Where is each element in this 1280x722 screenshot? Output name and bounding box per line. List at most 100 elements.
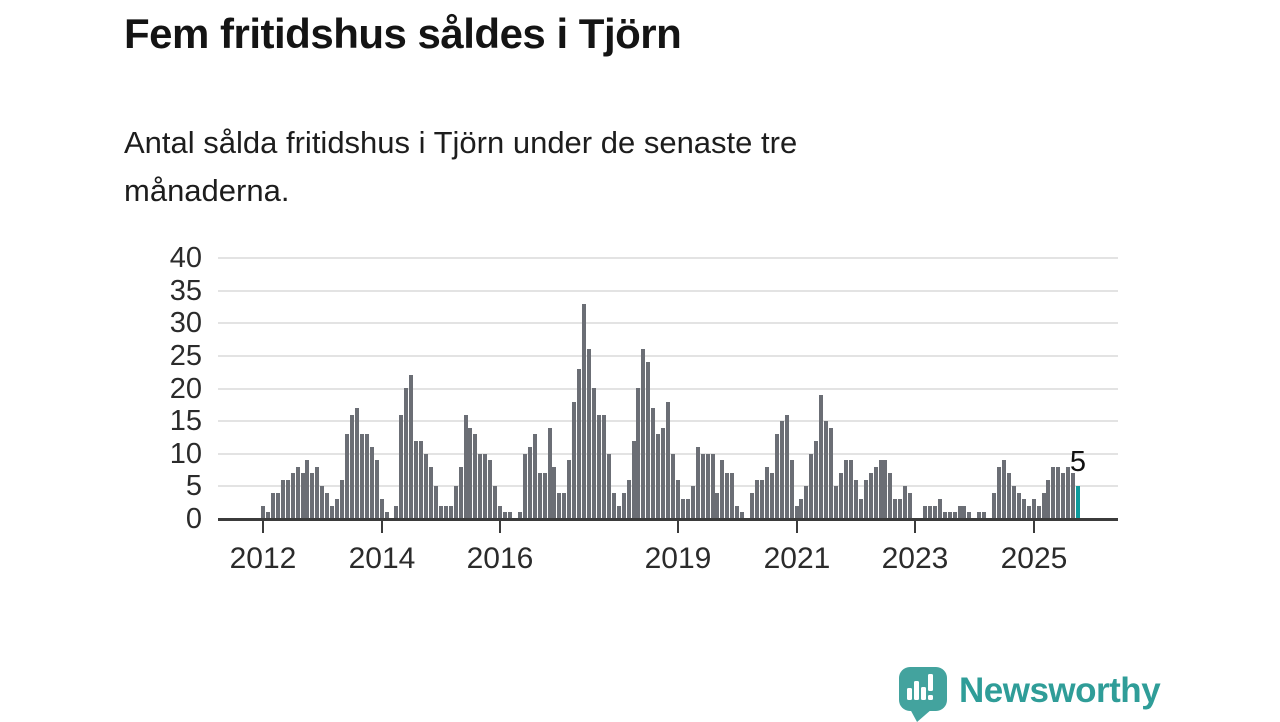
bar — [740, 512, 744, 519]
bar — [454, 486, 458, 519]
bar — [636, 388, 640, 519]
grid-line — [218, 355, 1118, 357]
x-axis-label: 2014 — [348, 542, 416, 575]
bar — [780, 421, 784, 519]
bar — [360, 434, 364, 519]
bar — [1027, 506, 1031, 519]
bar — [587, 349, 591, 519]
bar — [859, 499, 863, 519]
bar — [399, 415, 403, 519]
bar — [301, 473, 305, 519]
bar — [908, 493, 912, 519]
bar — [404, 388, 408, 519]
bar — [730, 473, 734, 519]
bar — [434, 486, 438, 519]
x-axis-label: 2023 — [881, 542, 949, 575]
bar — [325, 493, 329, 519]
y-axis-label: 40 — [169, 242, 202, 274]
bar — [577, 369, 581, 519]
bar — [750, 493, 754, 519]
bar — [493, 486, 497, 519]
bar — [1037, 506, 1041, 519]
bar — [725, 473, 729, 519]
bar — [286, 480, 290, 519]
bar — [992, 493, 996, 519]
bar — [523, 454, 527, 519]
bar — [982, 512, 986, 519]
bar — [464, 415, 468, 519]
bar — [760, 480, 764, 519]
bar — [385, 512, 389, 519]
bar — [567, 460, 571, 519]
mini-bar-1 — [907, 688, 912, 700]
y-axis-label: 20 — [169, 373, 202, 405]
bar — [676, 480, 680, 519]
bar — [715, 493, 719, 519]
exclamation-dot — [928, 695, 933, 700]
bar — [572, 402, 576, 519]
bar — [824, 421, 828, 519]
bar — [888, 473, 892, 519]
bar — [365, 434, 369, 519]
bar — [276, 493, 280, 519]
bar — [345, 434, 349, 519]
bar — [1046, 480, 1050, 519]
bar — [681, 499, 685, 519]
x-axis-label: 2019 — [644, 542, 712, 575]
bar — [804, 486, 808, 519]
last-value-label: 5 — [1069, 446, 1087, 478]
bar — [893, 499, 897, 519]
bar — [335, 499, 339, 519]
bar — [938, 499, 942, 519]
bar — [597, 415, 601, 519]
bar — [879, 460, 883, 519]
bar — [1061, 473, 1065, 519]
x-axis-tick — [796, 521, 798, 533]
bar — [958, 506, 962, 519]
bar — [473, 434, 477, 519]
bar — [1007, 473, 1011, 519]
bar — [765, 467, 769, 519]
bar — [770, 473, 774, 519]
bar — [720, 460, 724, 519]
bar — [1012, 486, 1016, 519]
y-axis-label: 15 — [169, 405, 202, 437]
bar — [849, 460, 853, 519]
x-axis-line — [218, 518, 1118, 521]
x-axis-tick — [677, 521, 679, 533]
speech-bubble-tail — [910, 709, 932, 722]
page-subtitle: Antal sålda fritidshus i Tjörn under de … — [124, 125, 798, 208]
newsworthy-chart-bubble-icon — [899, 665, 947, 722]
bar — [488, 460, 492, 519]
bar — [967, 512, 971, 519]
bar — [409, 375, 413, 519]
bar — [271, 493, 275, 519]
bar — [612, 493, 616, 519]
bar — [557, 493, 561, 519]
bar — [775, 434, 779, 519]
page-title: Fem fritidshus såldes i Tjörn — [124, 10, 682, 57]
x-axis-label: 2016 — [466, 542, 534, 575]
bar — [498, 506, 502, 519]
bar — [444, 506, 448, 519]
bar — [1042, 493, 1046, 519]
bar — [790, 460, 794, 519]
bar — [795, 506, 799, 519]
bar — [350, 415, 354, 519]
bar — [1066, 467, 1070, 519]
mini-bar-3 — [921, 687, 926, 700]
y-axis-label: 5 — [185, 470, 202, 502]
bar — [602, 415, 606, 519]
bar — [755, 480, 759, 519]
bar — [671, 454, 675, 519]
bar — [622, 493, 626, 519]
bar — [508, 512, 512, 519]
bar — [948, 512, 952, 519]
bar — [814, 441, 818, 519]
x-axis-label: 2012 — [229, 542, 297, 575]
bar — [305, 460, 309, 519]
x-axis-tick — [1033, 521, 1035, 533]
bar — [414, 441, 418, 519]
x-axis-tick — [914, 521, 916, 533]
newsworthy-logo: Newsworthy — [899, 665, 1161, 722]
